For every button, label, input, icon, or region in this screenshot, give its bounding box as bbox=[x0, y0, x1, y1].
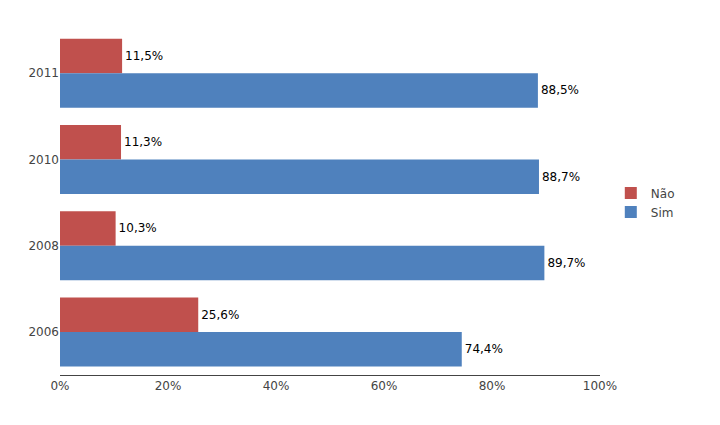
svg-text:20%: 20% bbox=[155, 379, 182, 393]
svg-text:100%: 100% bbox=[583, 379, 617, 393]
svg-text:2011: 2011 bbox=[28, 66, 59, 80]
svg-text:Não: Não bbox=[651, 187, 675, 201]
svg-text:2008: 2008 bbox=[28, 239, 59, 253]
svg-text:11,5%: 11,5% bbox=[125, 49, 163, 63]
svg-text:2010: 2010 bbox=[28, 153, 59, 167]
svg-text:88,5%: 88,5% bbox=[541, 83, 579, 97]
svg-text:11,3%: 11,3% bbox=[124, 135, 162, 149]
svg-text:40%: 40% bbox=[263, 379, 290, 393]
svg-text:25,6%: 25,6% bbox=[201, 308, 239, 322]
svg-text:Sim: Sim bbox=[651, 206, 674, 220]
svg-text:0%: 0% bbox=[50, 379, 69, 393]
svg-text:80%: 80% bbox=[479, 379, 506, 393]
svg-text:2006: 2006 bbox=[28, 325, 59, 339]
svg-text:89,7%: 89,7% bbox=[547, 256, 585, 270]
svg-text:60%: 60% bbox=[371, 379, 398, 393]
svg-text:88,7%: 88,7% bbox=[542, 170, 580, 184]
svg-text:10,3%: 10,3% bbox=[119, 221, 157, 235]
svg-text:74,4%: 74,4% bbox=[465, 342, 503, 356]
